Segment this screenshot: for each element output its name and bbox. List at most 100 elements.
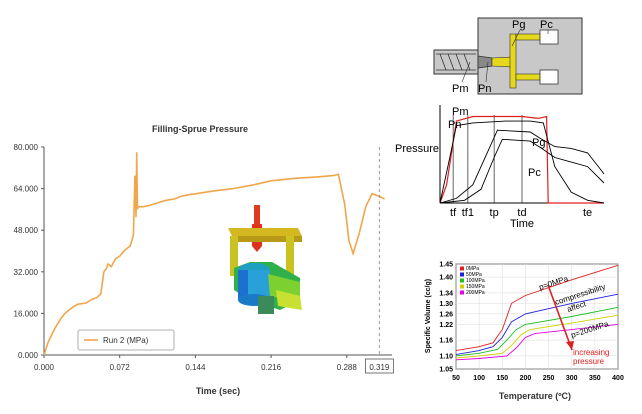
mold-3d-model-image (228, 205, 302, 314)
chart-title: Filling-Sprue Pressure (152, 124, 248, 134)
screw-icon (436, 53, 476, 71)
pvt-isobars (455, 264, 619, 361)
x-tick-label: 0.072 (110, 363, 131, 372)
pvt-legend-swatch (460, 266, 464, 271)
pvt-isobar-0mpa (455, 264, 619, 352)
pvt-y-tick-label: 1.26 (439, 311, 453, 318)
time-marker-label: tf1 (462, 207, 474, 219)
annotation-increasing: increasing (573, 348, 609, 357)
cavity-bottom (539, 69, 559, 85)
pvt-legend-label: 150MPa (466, 284, 485, 290)
label-pc: Pc (540, 19, 553, 31)
runner (509, 33, 517, 89)
pvt-legend-label: 100MPa (466, 278, 485, 284)
pvt-isobar-50mpa (455, 293, 619, 356)
x-axis-label: Time (sec) (196, 386, 240, 396)
nozzle (477, 55, 493, 69)
pvt-x-tick-label: 300 (566, 375, 578, 382)
pvt-y-tick-label: 1.30 (439, 301, 453, 308)
pvt-grid (455, 263, 619, 370)
arrow-head-icon (566, 341, 574, 350)
y-tick-label: 16.000 (14, 309, 39, 318)
sprue (491, 56, 513, 68)
pvt-x-tick-label: 150 (496, 375, 508, 382)
y-axis-label: Pressure (395, 143, 439, 155)
x-axis-label: Time (510, 218, 534, 230)
legend: Run 2 (MPa) (77, 329, 175, 351)
cursor-readout: 0.319 (369, 363, 390, 372)
y-tick-label: 48.000 (14, 226, 39, 235)
x-tick-labels: 0.000 0.072 0.144 0.216 0.288 (34, 363, 357, 372)
curve-pm (439, 115, 604, 204)
injection-schematic-diagram: Pg Pc Pm Pn (433, 17, 583, 95)
pvt-y-tick-label: 1.34 (439, 290, 453, 297)
curve-label: Pc (528, 167, 541, 179)
sprue-pressure-chart: Filling-Sprue Pressure 0.000 16.000 32.000… (14, 124, 394, 396)
pvt-x-tick-label: 400 (612, 375, 624, 382)
annotation-pressure: pressure (573, 357, 605, 366)
pvt-isobar-100mpa (455, 306, 619, 357)
pvt-legend-label: 50MPa (466, 272, 482, 278)
pvt-x-tick-label: 250 (543, 375, 555, 382)
pvt-legend-label: 0MPa (466, 266, 479, 272)
label-pm: Pm (452, 83, 469, 95)
pvt-y-tick-label: 1.40 (439, 275, 453, 282)
pvt-plot-area (455, 263, 619, 370)
pvt-legend-swatch (460, 290, 464, 295)
x-tick-label: 0.000 (34, 363, 55, 372)
pvt-x-axis-label: Temperature (ºC) (499, 391, 571, 401)
y-tick-label: 80.000 (14, 143, 39, 152)
pvt-y-tick-label: 1.22 (439, 322, 453, 329)
pvt-y-tick-label: 1.16 (439, 338, 453, 345)
pvt-chart: 1.051.101.161.221.261.301.341.401.45 50 1… (425, 262, 624, 402)
series-line-run2 (43, 152, 385, 356)
cursor-readout-box (364, 358, 394, 374)
pvt-x-tick-label: 200 (520, 375, 532, 382)
curve-label: Pg (532, 137, 545, 149)
pressure-arrow (547, 284, 573, 351)
pvt-x-tick-label: 350 (589, 375, 601, 382)
pvt-x-tick-label: 50 (452, 375, 460, 382)
curve-pc (439, 138, 605, 204)
pvt-y-tick-label: 1.45 (439, 262, 453, 269)
pvt-x-tick-labels: 50 100 150 200 250 300 350 400 (452, 375, 624, 382)
pvt-legend-swatch (460, 278, 464, 283)
time-marker-label: te (583, 207, 592, 219)
legend-label: Run 2 (MPa) (103, 336, 149, 345)
time-marker-label: td (517, 207, 526, 219)
curve-pn (439, 120, 605, 204)
pvt-legend-label: 200MPa (466, 290, 485, 296)
curve-pg (439, 129, 605, 204)
label-pg: Pg (512, 19, 525, 31)
y-tick-labels: 0.000 16.000 32.000 48.000 64.000 80.000 (14, 143, 39, 360)
pvt-y-tick-labels: 1.05 1.10 1.16 1.22 1.26 1.30 1.34 1.40 1.45 (439, 262, 453, 374)
time-marker-label: tp (490, 207, 499, 219)
x-tick-label: 0.288 (337, 363, 358, 372)
axes (43, 147, 392, 356)
pvt-y-tick-label: 1.05 (439, 367, 453, 374)
pvt-x-tick-label: 100 (473, 375, 485, 382)
cavity-top (539, 29, 559, 45)
x-tick-label: 0.144 (185, 363, 206, 372)
label-pn: Pn (478, 83, 491, 95)
curve-label: Pm (452, 106, 469, 118)
y-tick-label: 32.000 (14, 268, 39, 277)
pvt-y-axis-label: Specific Volume (cc/g) (425, 279, 432, 353)
curve-label: Pn (448, 119, 461, 131)
pvt-isobar-150mpa (455, 314, 619, 359)
pressure-curves (439, 115, 605, 204)
y-tick-label: 64.000 (14, 185, 39, 194)
y-tick-label: 0.000 (18, 351, 39, 360)
pvt-legend-swatch (460, 284, 464, 289)
pvt-legend-swatch (460, 272, 464, 277)
time-marker-label: tf (450, 207, 457, 219)
mold-block (477, 17, 583, 95)
x-tick-label: 0.216 (261, 363, 282, 372)
pvt-y-tick-label: 1.10 (439, 353, 453, 360)
plot-area (44, 147, 392, 355)
legend-box (77, 329, 175, 351)
